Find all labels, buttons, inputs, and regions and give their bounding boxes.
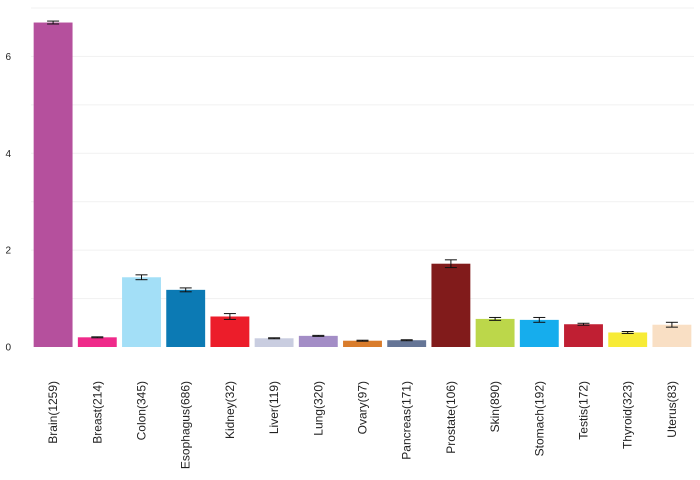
bar bbox=[77, 337, 117, 347]
error-bar bbox=[135, 274, 148, 281]
x-tick-label: Uterus(83) bbox=[665, 381, 679, 438]
bar bbox=[33, 22, 73, 348]
x-tick-label: Ovary(97) bbox=[356, 381, 370, 434]
x-tick-label: Colon(345) bbox=[135, 381, 149, 440]
bar bbox=[298, 335, 338, 347]
bar bbox=[608, 332, 648, 347]
bar bbox=[122, 277, 161, 347]
x-tick-label: Testis(172) bbox=[577, 381, 591, 440]
x-tick-label: Breast(214) bbox=[90, 381, 104, 444]
x-tick-label: Thyroid(323) bbox=[621, 381, 635, 449]
x-axis-labels: Brain(1259) Breast(214) Colon(345) Esophagu… bbox=[46, 381, 679, 469]
error-bar bbox=[179, 287, 192, 293]
error-bar bbox=[444, 259, 457, 269]
bar bbox=[254, 338, 294, 347]
x-tick-label: Liver(119) bbox=[267, 381, 281, 434]
bar bbox=[652, 324, 692, 347]
error-bar bbox=[91, 336, 104, 339]
x-tick-label: Brain(1259) bbox=[46, 381, 60, 444]
y-tick-label: 0 bbox=[5, 343, 11, 354]
error-bar bbox=[223, 313, 236, 320]
error-bar bbox=[621, 331, 634, 334]
bar bbox=[519, 319, 559, 347]
x-tick-label: Lung(320) bbox=[311, 381, 325, 436]
bar bbox=[166, 289, 206, 347]
bar bbox=[387, 340, 427, 347]
error-bar bbox=[47, 20, 60, 25]
bar bbox=[431, 263, 471, 347]
error-bar bbox=[665, 321, 678, 328]
y-axis-ticks: 0 2 4 6 bbox=[5, 52, 11, 354]
error-bar bbox=[533, 316, 546, 323]
error-bar bbox=[400, 339, 413, 342]
x-tick-label: Esophagus(686) bbox=[179, 381, 193, 469]
bar bbox=[210, 316, 250, 347]
x-tick-label: Prostate(106) bbox=[444, 381, 458, 454]
grid bbox=[31, 7, 694, 300]
y-tick-label: 6 bbox=[5, 52, 11, 63]
y-tick-label: 2 bbox=[5, 246, 11, 257]
error-bar bbox=[489, 316, 502, 321]
x-tick-label: Skin(890) bbox=[488, 381, 502, 432]
error-bar bbox=[356, 339, 369, 342]
y-tick-label: 4 bbox=[5, 149, 11, 160]
error-bar bbox=[577, 322, 590, 326]
error-bar bbox=[312, 334, 325, 337]
x-tick-label: Kidney(32) bbox=[223, 381, 237, 439]
bar bbox=[564, 324, 603, 347]
bar bbox=[343, 340, 382, 347]
error-bars bbox=[47, 20, 678, 342]
bars bbox=[33, 22, 692, 348]
error-bar bbox=[268, 337, 281, 340]
bar bbox=[475, 318, 515, 347]
x-tick-label: Stomach(192) bbox=[532, 381, 546, 456]
x-tick-label: Pancreas(171) bbox=[400, 381, 414, 460]
